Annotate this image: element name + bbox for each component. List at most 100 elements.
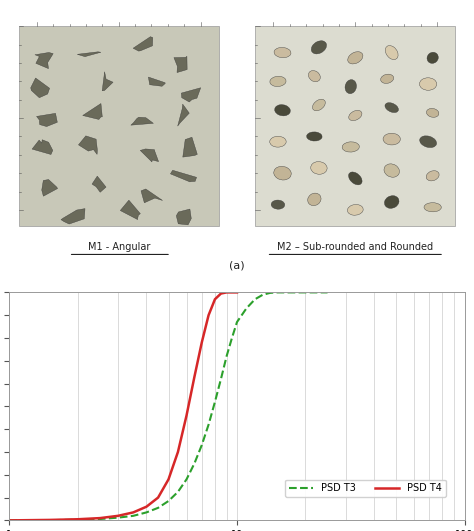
Polygon shape [148,77,165,86]
Ellipse shape [424,203,441,212]
PSD T3 [166,498,172,504]
PSD T4 [115,512,121,519]
PSD T3 [212,399,218,405]
Ellipse shape [385,102,399,113]
Line: PSD T4: PSD T4 [9,293,237,520]
PSD T4 [234,289,240,296]
PSD T3 [144,509,149,516]
PSD T3 [191,460,197,467]
Ellipse shape [345,80,356,93]
Polygon shape [176,209,191,225]
PSD T3 [252,296,258,303]
Polygon shape [32,140,53,155]
Ellipse shape [309,71,320,82]
PSD T4 [224,289,229,296]
Ellipse shape [419,78,437,90]
PSD T4 [199,339,205,346]
PSD T3 [47,517,53,524]
Polygon shape [182,88,201,102]
PSD T3 [281,289,286,296]
PSD T3 [274,289,280,296]
Polygon shape [61,209,85,224]
PSD T4 [212,296,218,303]
Ellipse shape [310,161,327,174]
PSD T3 [298,289,303,296]
Polygon shape [141,189,163,203]
PSD T4 [47,517,53,523]
PSD T3 [175,489,181,495]
Polygon shape [77,52,101,57]
PSD T4 [229,289,235,296]
Polygon shape [79,136,97,155]
Polygon shape [171,170,197,182]
Text: M2 – Sub-rounded and Rounded: M2 – Sub-rounded and Rounded [277,242,433,252]
PSD T3 [244,305,249,312]
Polygon shape [82,104,102,119]
Bar [18,27,219,226]
PSD T3 [292,289,298,296]
Ellipse shape [419,136,437,148]
Ellipse shape [385,46,398,59]
PSD T4 [175,449,181,455]
Bar [255,27,456,226]
Ellipse shape [384,164,400,177]
PSD T3 [206,422,211,428]
PSD T4 [206,312,211,319]
PSD T3 [260,292,266,298]
PSD T3 [97,516,103,522]
Ellipse shape [307,132,322,141]
PSD T4 [184,413,190,419]
PSD T3 [75,517,81,523]
PSD T4 [75,516,81,523]
PSD T3 [130,512,136,519]
Ellipse shape [274,47,291,58]
PSD T3 [325,289,330,296]
Polygon shape [36,113,57,126]
PSD T3 [218,376,224,382]
Line: PSD T3: PSD T3 [9,293,328,520]
Ellipse shape [274,166,291,180]
PSD T4 [191,374,197,380]
PSD T3 [267,290,273,296]
PSD T3 [155,504,161,511]
Ellipse shape [312,99,325,111]
Ellipse shape [427,52,438,63]
PSD T3 [115,515,121,521]
Ellipse shape [271,200,285,209]
PSD T4 [7,517,12,524]
PSD T3 [224,353,229,359]
Ellipse shape [348,172,362,185]
Ellipse shape [308,193,321,205]
PSD T4 [218,290,224,297]
PSD T3 [229,335,235,341]
Ellipse shape [342,142,359,152]
Polygon shape [31,78,50,98]
PSD T3 [184,476,190,483]
PSD T4 [97,515,103,521]
Polygon shape [183,137,197,157]
PSD T4 [130,509,136,516]
Ellipse shape [384,195,399,208]
Polygon shape [120,200,140,220]
Ellipse shape [381,74,394,83]
Polygon shape [42,179,58,196]
PSD T3 [234,319,240,325]
PSD T4 [155,494,161,501]
Polygon shape [174,56,187,73]
Polygon shape [131,117,154,125]
PSD T4 [144,503,149,510]
Polygon shape [133,37,153,51]
Ellipse shape [426,170,439,181]
Ellipse shape [311,41,327,54]
PSD T3 [302,289,308,296]
Ellipse shape [349,110,362,121]
PSD T3 [7,517,12,524]
Polygon shape [35,53,53,68]
Polygon shape [140,149,159,162]
Ellipse shape [427,108,439,117]
PSD T3 [287,289,292,296]
Ellipse shape [348,52,363,64]
Polygon shape [178,104,189,126]
PSD T3 [199,442,205,448]
Ellipse shape [383,133,401,145]
